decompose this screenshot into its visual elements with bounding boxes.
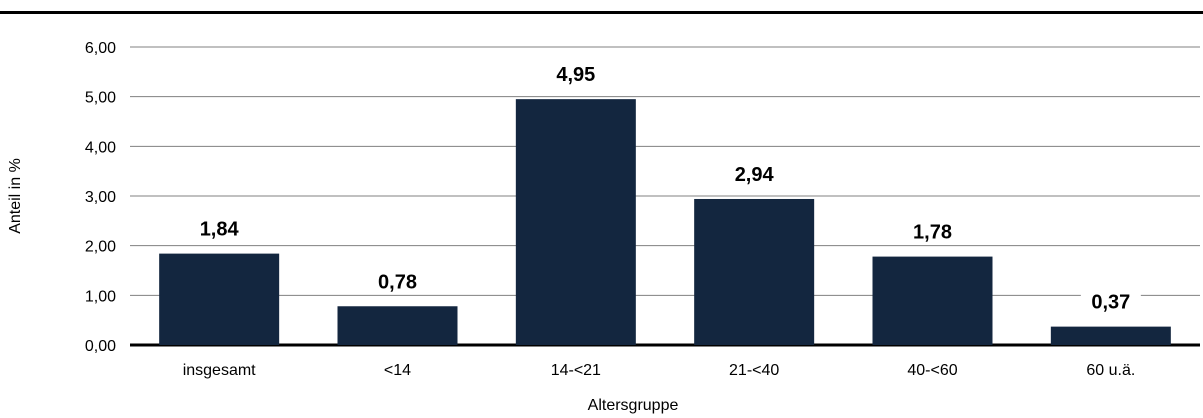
bar bbox=[694, 198, 815, 345]
bar bbox=[159, 253, 280, 345]
y-tick-label: 2,00 bbox=[85, 239, 116, 256]
x-tick-label: 60 u.ä. bbox=[1086, 362, 1135, 379]
gridlines bbox=[130, 46, 1200, 347]
value-label: 0,37 bbox=[1091, 292, 1130, 314]
bar bbox=[1050, 326, 1171, 345]
value-label-background bbox=[189, 216, 250, 241]
value-label: 4,95 bbox=[556, 64, 595, 86]
x-tick-label: 40-<60 bbox=[907, 362, 957, 379]
value-label-background bbox=[367, 269, 428, 294]
value-label: 0,78 bbox=[378, 271, 417, 293]
y-axis-label: Anteil in % bbox=[7, 158, 24, 234]
value-label: 1,78 bbox=[913, 222, 952, 244]
x-axis-label: Altersgruppe bbox=[588, 397, 679, 414]
y-tick-label: 4,00 bbox=[85, 139, 116, 156]
x-tick-label: <14 bbox=[384, 362, 411, 379]
value-label-background bbox=[902, 219, 963, 244]
x-tick-labels: insgesamt <14 14-<21 21-<40 40-<60 60 u.ä. bbox=[183, 362, 1136, 379]
y-tick-label: 3,00 bbox=[85, 189, 116, 206]
value-label-background bbox=[1080, 289, 1141, 314]
y-tick-labels: 0,00 1,00 2,00 3,00 4,00 5,00 6,00 bbox=[85, 40, 116, 355]
value-label-background bbox=[545, 62, 606, 87]
value-label-background bbox=[724, 161, 785, 186]
y-tick-label: 1,00 bbox=[85, 288, 116, 305]
top-rule bbox=[0, 11, 1203, 14]
y-tick-label: 5,00 bbox=[85, 90, 116, 107]
bar bbox=[337, 306, 458, 345]
value-label: 1,84 bbox=[200, 219, 240, 241]
x-tick-label: 21-<40 bbox=[729, 362, 779, 379]
value-label: 2,94 bbox=[735, 164, 775, 186]
bar bbox=[515, 99, 636, 346]
bar bbox=[872, 256, 993, 345]
value-labels: 1,84 0,78 4,95 2,94 1,78 0,37 bbox=[189, 62, 1141, 314]
y-tick-label: 6,00 bbox=[85, 40, 116, 57]
bars bbox=[159, 99, 1171, 346]
x-tick-label: 14-<21 bbox=[551, 362, 601, 379]
x-tick-label: insgesamt bbox=[183, 362, 256, 379]
y-tick-label: 0,00 bbox=[85, 338, 116, 355]
